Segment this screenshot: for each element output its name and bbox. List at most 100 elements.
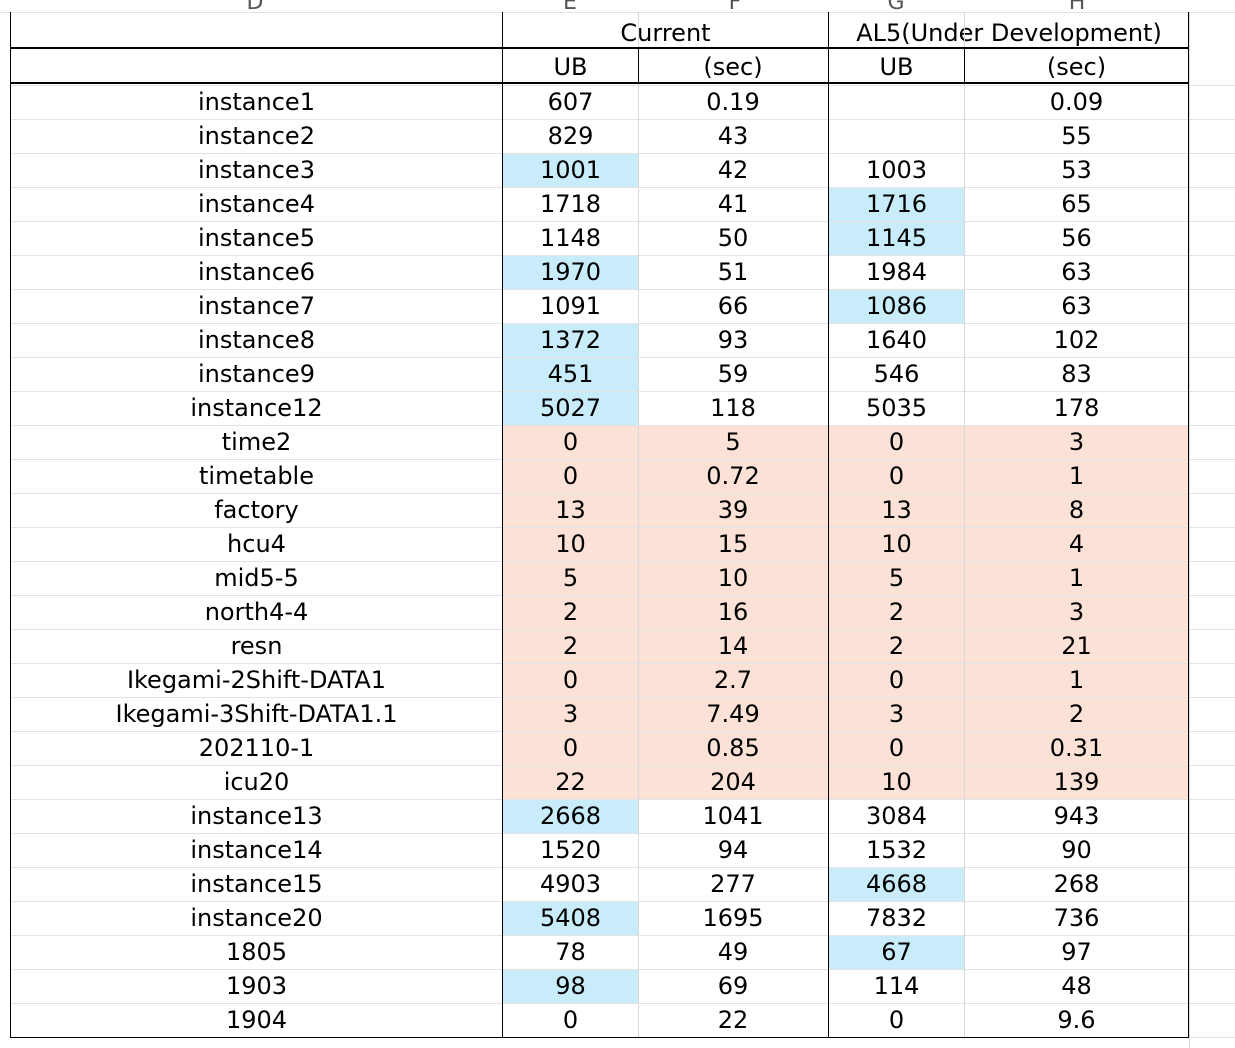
- header-group-al5[interactable]: AL5(Under Development): [856, 19, 1162, 47]
- cell-cur-ub[interactable]: 2668: [503, 799, 638, 833]
- cell-cur-sec[interactable]: 7.49: [638, 697, 828, 731]
- cell-cur-ub[interactable]: 4903: [539, 870, 602, 898]
- row-name-cell[interactable]: instance14: [190, 836, 323, 864]
- cell-al5-sec[interactable]: 2: [964, 697, 1189, 731]
- cell-al5-ub[interactable]: 2: [829, 595, 964, 629]
- cell-cur-sec[interactable]: 0.85: [638, 731, 828, 765]
- row-name-cell[interactable]: instance15: [190, 870, 323, 898]
- cell-al5-ub[interactable]: 4668: [829, 867, 964, 901]
- cell-cur-sec[interactable]: 0.19: [706, 88, 760, 116]
- row-name-cell[interactable]: time2: [221, 428, 292, 456]
- column-letter-g[interactable]: G: [887, 0, 905, 15]
- cell-cur-ub[interactable]: 78: [555, 938, 586, 966]
- cell-cur-sec[interactable]: 93: [717, 326, 749, 354]
- cell-cur-sec[interactable]: 15: [638, 527, 828, 561]
- cell-cur-ub[interactable]: 0: [503, 459, 638, 493]
- cell-cur-sec[interactable]: 42: [717, 156, 749, 184]
- cell-cur-sec[interactable]: 49: [717, 938, 749, 966]
- cell-al5-ub[interactable]: 1003: [865, 156, 928, 184]
- cell-al5-ub[interactable]: 1532: [865, 836, 928, 864]
- cell-al5-sec[interactable]: 83: [1061, 360, 1092, 388]
- cell-cur-sec[interactable]: 1041: [702, 802, 764, 830]
- cell-al5-ub[interactable]: 0: [888, 1006, 905, 1034]
- row-name-cell[interactable]: icu20: [223, 768, 290, 796]
- cell-cur-sec[interactable]: 16: [638, 595, 828, 629]
- cell-al5-sec[interactable]: 56: [1061, 224, 1092, 252]
- cell-al5-sec[interactable]: 943: [1053, 802, 1100, 830]
- cell-al5-sec[interactable]: 0.31: [964, 731, 1189, 765]
- cell-cur-ub[interactable]: 1091: [539, 292, 602, 320]
- cell-cur-sec[interactable]: 2.7: [638, 663, 828, 697]
- cell-cur-ub[interactable]: 22: [503, 765, 638, 799]
- cell-cur-sec[interactable]: 14: [638, 629, 828, 663]
- cell-al5-sec[interactable]: 63: [1061, 258, 1092, 286]
- cell-al5-ub[interactable]: 114: [873, 972, 920, 1000]
- row-name-cell[interactable]: instance7: [198, 292, 315, 320]
- column-letter-d[interactable]: D: [246, 0, 264, 15]
- cell-cur-ub[interactable]: 451: [503, 357, 638, 391]
- cell-cur-ub[interactable]: 5027: [503, 391, 638, 425]
- cell-cur-sec[interactable]: 43: [717, 122, 749, 150]
- cell-al5-sec[interactable]: 4: [964, 527, 1189, 561]
- cell-al5-ub[interactable]: 3: [829, 697, 964, 731]
- header-al5-ub[interactable]: UB: [879, 53, 914, 81]
- cell-al5-ub[interactable]: 0: [829, 459, 964, 493]
- cell-al5-ub[interactable]: 1984: [865, 258, 928, 286]
- row-name-cell[interactable]: timetable: [198, 462, 314, 490]
- cell-cur-sec[interactable]: 39: [638, 493, 828, 527]
- cell-cur-sec[interactable]: 5: [638, 425, 828, 459]
- cell-al5-sec[interactable]: 8: [964, 493, 1189, 527]
- cell-cur-sec[interactable]: 59: [717, 360, 749, 388]
- header-current-ub[interactable]: UB: [553, 53, 588, 81]
- cell-al5-ub[interactable]: 3084: [865, 802, 928, 830]
- cell-al5-ub[interactable]: 1145: [829, 221, 964, 255]
- cell-al5-sec[interactable]: 1: [964, 459, 1189, 493]
- cell-cur-ub[interactable]: 13: [503, 493, 638, 527]
- cell-cur-ub[interactable]: 0: [503, 663, 638, 697]
- cell-al5-sec[interactable]: 21: [964, 629, 1189, 663]
- cell-cur-sec[interactable]: 10: [638, 561, 828, 595]
- cell-cur-ub[interactable]: 0: [562, 1006, 579, 1034]
- cell-al5-ub[interactable]: 1086: [829, 289, 964, 323]
- row-name-cell[interactable]: instance1: [198, 88, 315, 116]
- cell-al5-ub[interactable]: 10: [829, 765, 964, 799]
- header-al5-sec[interactable]: (sec): [1046, 53, 1107, 81]
- cell-cur-ub[interactable]: 1970: [503, 255, 638, 289]
- cell-cur-sec[interactable]: 118: [710, 394, 756, 422]
- cell-al5-ub[interactable]: 7832: [865, 904, 928, 932]
- cell-cur-ub[interactable]: 10: [503, 527, 638, 561]
- cell-cur-ub[interactable]: 0: [503, 425, 638, 459]
- header-current-sec[interactable]: (sec): [703, 53, 763, 81]
- cell-cur-sec[interactable]: 51: [717, 258, 749, 286]
- cell-al5-ub[interactable]: 10: [829, 527, 964, 561]
- cell-al5-ub[interactable]: 13: [829, 493, 964, 527]
- row-name-cell[interactable]: 202110-1: [198, 734, 315, 762]
- cell-al5-ub[interactable]: 5: [829, 561, 964, 595]
- cell-al5-sec[interactable]: 90: [1061, 836, 1092, 864]
- cell-al5-ub[interactable]: 0: [829, 425, 964, 459]
- cell-al5-sec[interactable]: 1: [964, 561, 1189, 595]
- cell-cur-sec[interactable]: 41: [717, 190, 749, 218]
- row-name-cell[interactable]: 1904: [225, 1006, 288, 1034]
- cell-al5-ub[interactable]: 1640: [865, 326, 928, 354]
- cell-cur-sec[interactable]: 1695: [702, 904, 764, 932]
- cell-al5-sec[interactable]: 139: [964, 765, 1189, 799]
- cell-cur-ub[interactable]: 3: [503, 697, 638, 731]
- cell-al5-sec[interactable]: 48: [1061, 972, 1092, 1000]
- cell-al5-sec[interactable]: 3: [964, 595, 1189, 629]
- cell-al5-ub[interactable]: 1716: [829, 187, 964, 221]
- row-name-cell[interactable]: mid5-5: [214, 564, 299, 592]
- cell-al5-ub[interactable]: [829, 119, 964, 153]
- cell-cur-sec[interactable]: 69: [717, 972, 749, 1000]
- row-name-cell[interactable]: instance5: [198, 224, 315, 252]
- cell-al5-sec[interactable]: 53: [1061, 156, 1092, 184]
- cell-al5-ub[interactable]: 2: [829, 629, 964, 663]
- cell-cur-ub[interactable]: 1148: [539, 224, 602, 252]
- cell-al5-sec[interactable]: 63: [1061, 292, 1092, 320]
- cell-cur-ub[interactable]: 607: [547, 88, 594, 116]
- row-name-cell[interactable]: 1903: [225, 972, 288, 1000]
- cell-cur-sec[interactable]: 0.72: [638, 459, 828, 493]
- cell-cur-ub[interactable]: 1718: [539, 190, 602, 218]
- cell-al5-sec[interactable]: 3: [964, 425, 1189, 459]
- cell-al5-sec[interactable]: 55: [1061, 122, 1092, 150]
